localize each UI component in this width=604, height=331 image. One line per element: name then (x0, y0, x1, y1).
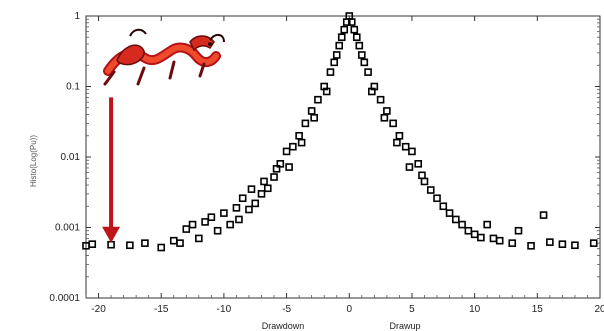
data-point (495, 236, 504, 245)
data-point (282, 147, 291, 156)
data-point (176, 239, 184, 247)
data-point (207, 213, 216, 221)
data-point (439, 202, 448, 211)
data-point (88, 240, 97, 248)
x-tick-label: -10 (217, 304, 232, 315)
data-point (364, 68, 372, 76)
data-point (389, 119, 397, 128)
data-point (141, 239, 149, 247)
data-point (251, 199, 260, 208)
y-axis-label: Histo(Log(Pu)) (29, 135, 38, 187)
data-point (220, 209, 228, 217)
data-point (337, 33, 346, 42)
data-point (285, 163, 293, 171)
data-point (539, 211, 548, 219)
data-point (477, 233, 485, 242)
x-tick-label: 20 (594, 304, 604, 315)
data-point (370, 82, 379, 91)
data-point (232, 204, 241, 212)
data-point (340, 25, 349, 34)
data-point (508, 239, 517, 247)
data-point (355, 41, 364, 50)
data-point (358, 51, 366, 59)
data-point (201, 218, 209, 226)
x-tick-label: 0 (346, 304, 352, 315)
y-tick-label: 0.1 (66, 82, 80, 93)
data-point (157, 243, 166, 252)
data-point (295, 131, 303, 140)
data-point (393, 138, 401, 147)
x-tick-label: -15 (154, 304, 169, 315)
data-point (335, 41, 344, 50)
x-axis-label-drawup: Drawup (389, 321, 420, 331)
data-point (414, 160, 423, 168)
data-point (226, 220, 234, 229)
data-point (420, 177, 429, 186)
data-point (380, 113, 389, 122)
data-point (458, 220, 466, 229)
data-point (326, 68, 335, 76)
data-point (433, 194, 441, 203)
data-point (314, 95, 322, 104)
data-point (289, 142, 297, 151)
data-point (589, 239, 598, 247)
red-arrow (102, 97, 121, 243)
data-point (238, 194, 247, 203)
data-point (376, 95, 385, 104)
dragon-icon (103, 28, 225, 86)
y-tick-label: 0.001 (55, 223, 80, 234)
data-point (395, 131, 404, 140)
data-point (126, 241, 134, 250)
y-tick-label: 0.0001 (49, 293, 80, 304)
data-point (360, 58, 369, 67)
data-point (182, 225, 191, 233)
data-point (347, 18, 356, 26)
data-point (235, 215, 243, 224)
x-tick-label: 5 (409, 304, 415, 315)
data-point (571, 241, 579, 250)
data-point (247, 185, 256, 193)
data-point (297, 138, 306, 147)
data-point (188, 220, 197, 229)
y-tick-label: 1 (74, 11, 80, 22)
data-point (558, 240, 567, 248)
data-point (350, 25, 359, 34)
data-point (260, 177, 268, 186)
data-point (310, 113, 318, 122)
data-point (330, 58, 339, 67)
data-point (546, 238, 554, 246)
data-point (352, 33, 361, 42)
data-point (245, 205, 253, 214)
data-point (426, 186, 435, 194)
data-point (405, 163, 414, 171)
data-point (276, 160, 285, 168)
data-point (483, 220, 491, 229)
data-point (452, 215, 460, 224)
x-tick-label: -5 (282, 304, 291, 315)
data-point (322, 87, 331, 96)
data-point (301, 119, 310, 128)
data-point (514, 226, 523, 235)
data-point (527, 242, 535, 250)
data-point (383, 107, 391, 115)
data-point (307, 107, 316, 115)
data-point (408, 147, 416, 156)
x-axis-label-drawdown: Drawdown (262, 321, 305, 331)
data-point (445, 209, 454, 217)
data-point (257, 190, 266, 198)
x-tick-label: 15 (532, 304, 544, 315)
data-point (195, 234, 203, 243)
data-point (213, 226, 222, 235)
data-point (401, 142, 410, 151)
x-tick-label: 10 (469, 304, 481, 315)
y-tick-label: 0.01 (61, 152, 81, 163)
x-tick-label: -20 (91, 304, 106, 315)
data-point (263, 184, 272, 193)
data-point (332, 51, 341, 59)
data-point (270, 173, 278, 181)
